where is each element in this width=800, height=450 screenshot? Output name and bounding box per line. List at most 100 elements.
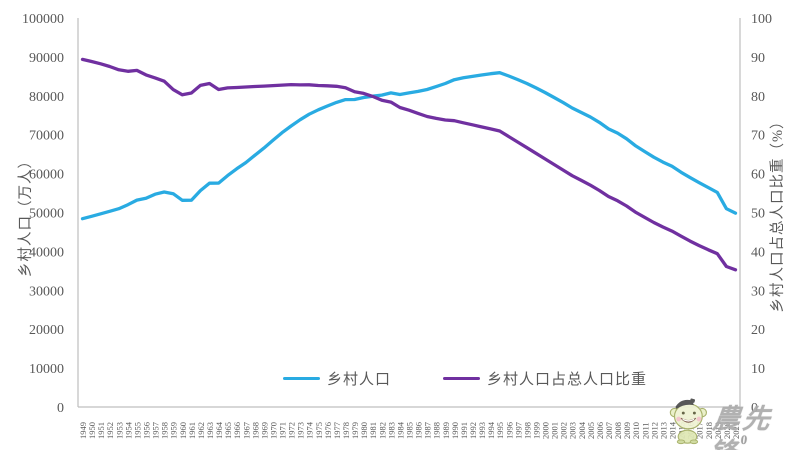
- rural-population-line: [80, 71, 738, 221]
- x-axis-tick-label: 1956: [142, 422, 152, 439]
- x-axis-tick-label: 1991: [459, 422, 469, 439]
- x-axis-tick-label: 1982: [377, 422, 387, 439]
- x-axis-tick-label: 1972: [287, 422, 297, 439]
- x-axis-tick-label: 1955: [132, 422, 142, 439]
- left-axis-tick-label: 80000: [29, 90, 64, 105]
- x-axis-tick-label: 1959: [169, 422, 179, 439]
- x-axis-tick-label: 1953: [114, 422, 124, 439]
- x-axis-tick-label: 2018: [704, 422, 714, 439]
- x-axis-tick-label: 1966: [232, 422, 242, 439]
- left-axis-tick-label: 100000: [22, 12, 64, 27]
- left-axis-tick-label: 90000: [29, 51, 64, 66]
- legend-label: 乡村人口: [327, 372, 392, 388]
- left-axis-tick-labels: 0 10000 20000 30000 40000 50000 60000 70000 8000…: [22, 12, 64, 416]
- right-axis-tick-label: 50: [751, 207, 765, 222]
- x-axis-tick-label: 1975: [314, 422, 324, 439]
- x-axis-tick-label: 1949: [78, 422, 88, 439]
- x-axis-tick-label: 1995: [495, 422, 505, 439]
- x-axis-tick-label: 1960: [178, 422, 188, 439]
- x-axis-tick-label: 1979: [350, 422, 360, 439]
- x-axis-tick-label: 1951: [96, 422, 106, 439]
- x-axis-tick-label: 1957: [151, 422, 161, 439]
- right-axis-title: 乡村人口占总人口比重（%）: [769, 113, 786, 312]
- x-axis-tick-label: 1987: [423, 422, 433, 439]
- right-axis-tick-label: 60: [751, 168, 765, 183]
- x-axis-tick-label: 2012: [649, 422, 659, 439]
- right-axis-tick-label: 100: [751, 12, 772, 27]
- x-axis-tick-label: 1993: [477, 422, 487, 439]
- x-axis-tick-label: 1961: [187, 422, 197, 439]
- left-axis-tick-label: 0: [57, 401, 64, 416]
- x-axis-tick-label: 1986: [414, 422, 424, 439]
- x-axis-tick-label: 1996: [504, 422, 514, 439]
- chart-legend: 乡村人口 乡村人口占总人口比重: [283, 368, 647, 389]
- right-axis-tick-label: 30: [751, 284, 765, 299]
- left-axis-tick-label: 20000: [29, 323, 64, 338]
- x-axis-tick-label: 2020: [722, 422, 732, 439]
- x-axis-tick-label: 1950: [87, 422, 97, 439]
- x-axis-tick-label: 1999: [531, 422, 541, 439]
- x-axis-tick-label: 2014: [667, 421, 677, 439]
- left-axis-tick-label: 40000: [29, 245, 64, 260]
- x-axis-tick-label: 1990: [450, 422, 460, 439]
- right-axis-tick-label: 70: [751, 129, 765, 144]
- x-axis-tick-label: 2006: [595, 422, 605, 439]
- x-axis-tick-label: 2013: [658, 422, 668, 439]
- legend-item-rural-share: 乡村人口占总人口比重: [443, 368, 647, 389]
- legend-label: 乡村人口占总人口比重: [487, 372, 648, 388]
- right-axis-tick-label: 20: [751, 323, 765, 338]
- x-axis-tick-label: 2021: [731, 422, 741, 439]
- x-axis-tick-label: 1963: [205, 422, 215, 439]
- x-axis-tick-label: 1989: [441, 422, 451, 439]
- x-axis-tick-label: 2017: [695, 422, 705, 439]
- data-series-lines: [80, 57, 738, 272]
- x-axis-tick-label: 1998: [522, 422, 532, 439]
- x-axis-tick-label: 1983: [386, 422, 396, 439]
- x-axis-tick-label: 1968: [250, 422, 260, 439]
- right-axis-tick-label: 40: [751, 245, 765, 260]
- x-axis-tick-label: 2005: [586, 422, 596, 439]
- left-axis-tick-label: 10000: [29, 362, 64, 377]
- rural-share-line: [80, 57, 738, 272]
- left-axis-tick-label: 60000: [29, 168, 64, 183]
- right-axis-tick-label: 10: [751, 362, 765, 377]
- x-axis-tick-label: 1962: [196, 422, 206, 439]
- x-axis-tick-label: 1971: [278, 422, 288, 439]
- x-axis-tick-label: 1954: [123, 421, 133, 439]
- right-axis-tick-labels: 0 10 20 30 40 50 60 70 80 90 100: [751, 12, 772, 416]
- legend-item-rural-population: 乡村人口: [283, 368, 391, 389]
- left-axis-tick-label: 50000: [29, 207, 64, 222]
- x-axis-tick-label: 2010: [631, 422, 641, 439]
- x-axis-tick-label: 1988: [432, 422, 442, 439]
- x-axis-tick-label: 2000: [541, 422, 551, 439]
- rural-population-line-swatch-icon: [283, 376, 320, 381]
- x-axis-tick-label: 1973: [296, 422, 306, 439]
- x-axis-tick-label: 1981: [368, 422, 378, 439]
- x-axis-tick-label: 1958: [160, 422, 170, 439]
- left-axis-tick-label: 30000: [29, 284, 64, 299]
- x-axis-tick-label: 2009: [622, 422, 632, 439]
- right-axis-tick-label: 80: [751, 90, 765, 105]
- x-axis-tick-label: 2002: [559, 422, 569, 439]
- x-axis-tick-label: 2008: [613, 422, 623, 439]
- x-axis-tick-label: 1967: [241, 422, 251, 439]
- x-axis-tick-label: 1952: [105, 422, 115, 439]
- x-axis-tick-label: 2019: [713, 422, 723, 439]
- x-axis-tick-label: 2011: [640, 422, 650, 439]
- x-axis-tick-label: 2001: [550, 422, 560, 439]
- x-axis-tick-label: 1976: [323, 422, 333, 439]
- x-axis-tick-label: 2003: [568, 422, 578, 439]
- x-axis-tick-label: 1992: [468, 422, 478, 439]
- x-axis-tick-label: 1970: [268, 422, 278, 439]
- x-axis-tick-label: 1984: [395, 421, 405, 439]
- rural-share-line-swatch-icon: [443, 376, 481, 381]
- x-axis-tick-label: 1969: [259, 422, 269, 439]
- x-axis-tick-label: 1997: [513, 422, 523, 439]
- x-axis-tick-label: 1978: [341, 422, 351, 439]
- x-axis-tick-label: 1964: [214, 421, 224, 439]
- left-axis-title: 乡村人口（万人）: [17, 153, 34, 277]
- x-axis-tick-label: 1985: [405, 422, 415, 439]
- right-axis-tick-label: 0: [751, 401, 758, 416]
